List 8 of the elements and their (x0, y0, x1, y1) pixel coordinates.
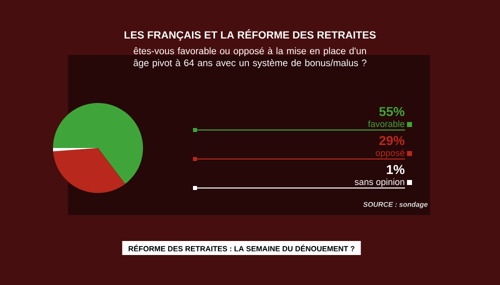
legend-label: opposé (376, 149, 404, 158)
legend-label: favorable (368, 120, 404, 128)
chart-title: LES FRANÇAIS ET LA RÉFORME DES RETRAITES (124, 29, 376, 41)
data-label: 1% (386, 164, 404, 174)
data-label: 29% (379, 136, 404, 146)
data-label: 55% (379, 106, 404, 116)
chart-subtitle: êtes-vous favorable ou opposé à la mise en place d'un âge pivot à 64 ans avec un système de bonus/malus ? (134, 47, 366, 68)
legend-label: sans opinion (354, 178, 404, 187)
